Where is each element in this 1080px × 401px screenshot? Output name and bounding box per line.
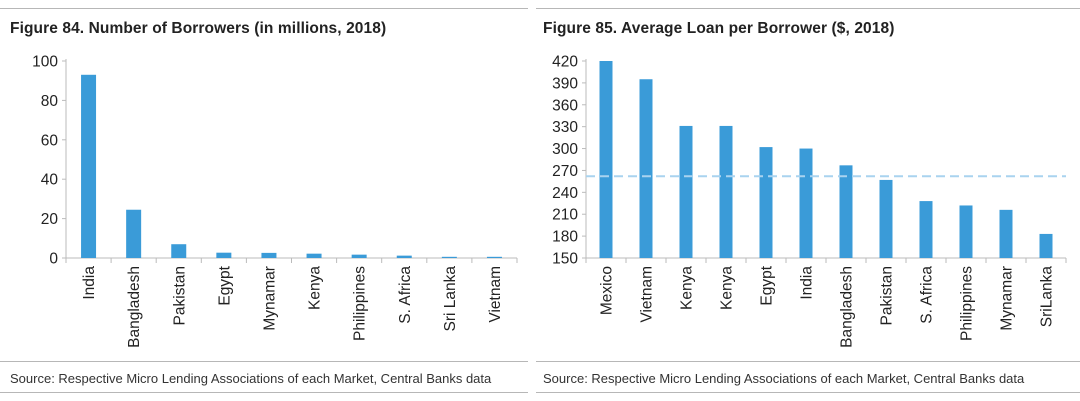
bar [599, 61, 613, 258]
y-tick-label: 0 [49, 251, 58, 268]
figure-85-chart: 150 180 210 240 270 300 330 360 390 420 Mexico Viet… [552, 54, 1067, 348]
y-tick-label: 330 [552, 119, 578, 136]
bar [879, 179, 893, 258]
bottom-rule [536, 392, 1080, 393]
bottom-rule [0, 392, 528, 393]
top-rule [536, 8, 1080, 9]
source-rule [536, 361, 1080, 362]
x-category-label: Kenya [719, 266, 736, 310]
bar [351, 254, 367, 258]
x-category-label: S. Africa [919, 266, 936, 324]
bar [306, 253, 322, 258]
y-tick-label: 150 [552, 251, 578, 268]
x-category-label: Bangladesh [126, 266, 143, 348]
x-category-label: SriLanka [1039, 266, 1056, 328]
y-tick-label: 40 [41, 172, 59, 189]
y-tick-label: 360 [552, 97, 578, 114]
bar [639, 79, 653, 258]
bar [679, 125, 693, 258]
bar [441, 256, 457, 258]
bar [171, 244, 187, 258]
figure-85-source: Source: Respective Micro Lending Associa… [543, 371, 1025, 386]
x-category-label: Mynamar [999, 266, 1016, 331]
bar [719, 125, 733, 258]
bar [261, 252, 277, 258]
y-tick-label: 390 [552, 75, 578, 92]
bar [396, 255, 412, 258]
bar [959, 205, 973, 258]
x-category-label: Bangladesh [839, 266, 856, 348]
figure-84-source: Source: Respective Micro Lending Associa… [10, 371, 492, 386]
figure-84-panel: Figure 84. Number of Borrowers (in milli… [0, 0, 528, 401]
bar [1039, 233, 1053, 258]
bar [81, 74, 97, 258]
x-category-label: Kenya [307, 266, 324, 310]
x-category-label: Mexico [599, 266, 616, 315]
figure-84-title: Figure 84. Number of Borrowers (in milli… [10, 20, 387, 37]
y-tick-label: 300 [552, 141, 578, 158]
x-category-label: Philippines [352, 266, 369, 341]
x-category-label: India [799, 266, 816, 300]
bar [999, 209, 1013, 258]
y-tick-label: 210 [552, 207, 578, 224]
figure-85-panel: Figure 85. Average Loan per Borrower ($,… [536, 0, 1080, 401]
bar [126, 209, 142, 258]
x-category-label: Pakistan [171, 266, 188, 325]
bar [216, 252, 232, 258]
x-category-label: S. Africa [397, 266, 414, 324]
x-category-label: Egypt [759, 265, 776, 305]
x-category-label: Vietnam [639, 266, 656, 323]
y-tick-label: 270 [552, 163, 578, 180]
x-category-label: India [81, 266, 98, 300]
bar [839, 165, 853, 258]
x-category-label: Kenya [679, 266, 696, 310]
x-category-label: Vietnam [487, 266, 504, 323]
bar [799, 148, 813, 258]
y-tick-label: 100 [32, 54, 58, 71]
figure-84-chart: 0 20 40 60 80 100 India Bangladesh Pakistan Egypt… [32, 54, 518, 348]
y-tick-label: 60 [41, 132, 59, 149]
x-category-label: Pakistan [879, 266, 896, 325]
y-tick-label: 20 [41, 211, 59, 228]
x-category-label: Sri Lanka [442, 266, 459, 332]
bar [759, 147, 773, 258]
figure-85-title: Figure 85. Average Loan per Borrower ($,… [543, 20, 895, 37]
bar [919, 201, 933, 258]
y-tick-label: 180 [552, 229, 578, 246]
bar [486, 256, 502, 258]
y-tick-label: 240 [552, 185, 578, 202]
y-tick-label: 420 [552, 54, 578, 71]
top-rule [0, 8, 528, 9]
x-category-label: Philippines [959, 266, 976, 341]
y-tick-label: 80 [41, 93, 59, 110]
x-category-label: Mynamar [261, 266, 278, 331]
source-rule [0, 361, 528, 362]
x-category-label: Egypt [216, 265, 233, 305]
